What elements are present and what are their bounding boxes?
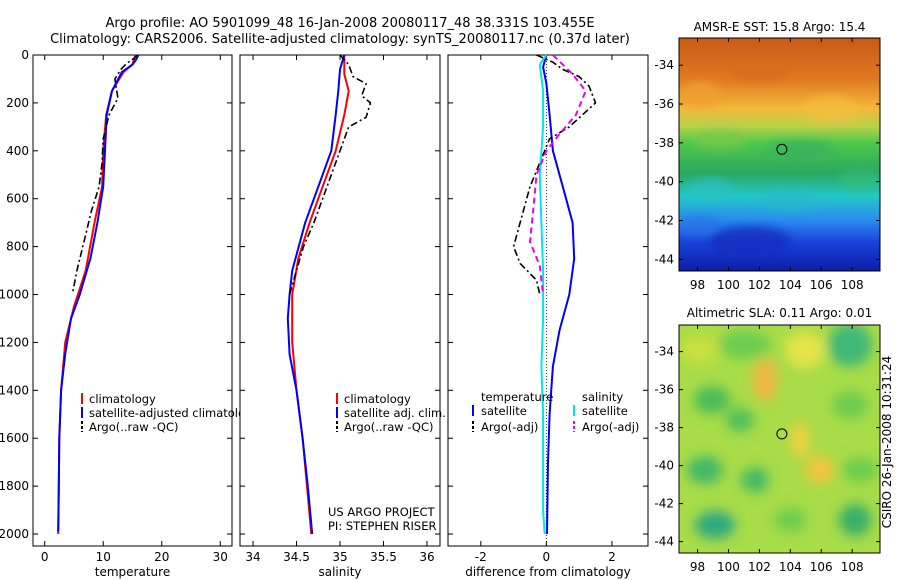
sla_map-ytick-label: -36 xyxy=(654,383,674,397)
salinity-xtick-label: 34.5 xyxy=(283,550,310,564)
sst_map-title: AMSR-E SST: 15.8 Argo: 15.4 xyxy=(694,20,866,34)
temperature-ytick-label: 1600 xyxy=(0,431,29,445)
salinity-xlabel: salinity xyxy=(318,565,361,579)
sst_map-xtick-label: 108 xyxy=(841,278,864,292)
temperature-legend-label: satellite-adjusted climatology xyxy=(89,406,259,420)
sst_map-xtick-label: 102 xyxy=(748,278,771,292)
temperature-ytick-label: 2000 xyxy=(0,527,29,541)
temperature-panel: 0 10 20 30 0 200 400 600 800 1000 1200 1400 1600 1800… xyxy=(0,48,259,579)
figure-title-line1: Argo profile: AO 5901099_48 16-Jan-2008 … xyxy=(105,16,594,31)
temperature-ytick-label: 600 xyxy=(6,192,29,206)
salinity-project-annotation: US ARGO PROJECT xyxy=(328,505,436,519)
difference-xtick-label: -2 xyxy=(475,550,487,564)
sla_map-ytick-label: -34 xyxy=(654,345,674,359)
temperature-ytick-label: 400 xyxy=(6,144,29,158)
difference-legend-label: Argo(-adj) xyxy=(582,420,639,434)
temperature-legend-label: Argo(..raw -QC) xyxy=(89,420,179,434)
sst_map-ytick-label: -42 xyxy=(654,214,674,228)
salinity-xtick-label: 35.5 xyxy=(370,550,397,564)
salinity-series-satellite-adj-clim xyxy=(286,54,346,535)
temperature-series-argo-raw-qc xyxy=(72,54,138,293)
sla_map-xtick-label: 98 xyxy=(690,560,705,574)
sla_map-xtick-label: 108 xyxy=(841,560,864,574)
difference-legend-label: satellite xyxy=(582,404,628,418)
temperature-ytick-label: 1400 xyxy=(0,383,29,397)
temperature-axes-box xyxy=(32,54,233,547)
temperature-ytick-label: 1800 xyxy=(0,479,29,493)
salinity-xtick-label: 36 xyxy=(419,550,434,564)
salinity-project-annotation: PI: STEPHEN RISER xyxy=(328,519,437,533)
sst_map-ytick-label: -44 xyxy=(654,252,674,266)
sla_map-axes: Altimetric SLA: 0.11 Argo: 0.01 98 100 102 1… xyxy=(654,306,881,574)
sla_map-ytick-label: -40 xyxy=(654,459,674,473)
difference-xtick-label: 0 xyxy=(543,550,551,564)
temperature-xtick-label: 10 xyxy=(96,550,111,564)
temperature-ytick-label: 200 xyxy=(6,96,29,110)
sla_map-xtick-label: 104 xyxy=(779,560,802,574)
difference-series-salinity-argo-adj xyxy=(529,54,587,295)
sst-heatmap-image xyxy=(679,38,880,271)
difference-series-temperature-satellite xyxy=(542,54,576,535)
salinity-legend-label: climatology xyxy=(344,392,411,406)
difference-series-salinity-satellite xyxy=(538,54,548,535)
difference-xlabel: difference from climatology xyxy=(465,565,631,579)
sla_map-xtick-label: 102 xyxy=(748,560,771,574)
difference-legend-label: Argo(-adj) xyxy=(481,420,538,434)
temperature-series-satellite-adjusted-climatology xyxy=(57,54,140,532)
temperature-xtick-label: 30 xyxy=(213,550,228,564)
sla_map-ytick-label: -38 xyxy=(654,421,674,435)
temperature-ytick-label: 0 xyxy=(21,48,29,62)
sst_map-argo-location-marker xyxy=(776,143,788,155)
difference-xtick-label: 2 xyxy=(608,550,616,564)
sst_map-ytick-label: -36 xyxy=(654,97,674,111)
salinity-legend-label: Argo(..raw -QC) xyxy=(344,420,434,434)
sla_map-xtick-label: 106 xyxy=(810,560,833,574)
sla_map-title: Altimetric SLA: 0.11 Argo: 0.01 xyxy=(687,306,872,320)
temperature-xlabel: temperature xyxy=(95,565,170,579)
salinity-panel: 34 34.5 35 35.5 36 salinity climatologysatelli… xyxy=(239,54,446,579)
salinity-legend-label: satellite adj. clim. xyxy=(344,406,446,420)
sla_map-ytick-label: -42 xyxy=(654,497,674,511)
figure-title-line2: Climatology: CARS2006. Satellite-adjuste… xyxy=(50,32,630,47)
salinity-xtick-label: 34 xyxy=(245,550,260,564)
difference-series-temperature-argo-adj xyxy=(512,54,597,295)
sst_map-axes: AMSR-E SST: 15.8 Argo: 15.4 98 100 102 104 10… xyxy=(654,20,881,292)
difference-legend-title: temperature xyxy=(481,390,553,404)
sst_map-ytick-label: -40 xyxy=(654,175,674,189)
sst_map-xtick-label: 100 xyxy=(717,278,740,292)
temperature-xtick-label: 20 xyxy=(154,550,169,564)
temperature-ytick-label: 1200 xyxy=(0,335,29,349)
sst_map-xtick-label: 106 xyxy=(810,278,833,292)
sla_map-ytick-label: -44 xyxy=(654,535,674,549)
csiro-timestamp-label: CSIRO 26-Jan-2008 10:31:24 xyxy=(880,356,894,528)
sla_map-frame xyxy=(678,324,881,554)
sst_map-xtick-label: 98 xyxy=(690,278,705,292)
temperature-ytick-label: 1000 xyxy=(0,288,29,302)
sst_map-ytick-label: -38 xyxy=(654,136,674,150)
sst_map-xtick-label: 104 xyxy=(779,278,802,292)
temperature-xtick-label: 0 xyxy=(41,550,49,564)
difference-legend-label: satellite xyxy=(481,404,527,418)
sst_map-ytick-label: -34 xyxy=(654,58,674,72)
sla_map-xtick-label: 100 xyxy=(717,560,740,574)
temperature-legend-label: climatology xyxy=(89,392,156,406)
salinity-xtick-label: 35 xyxy=(332,550,347,564)
temperature-ytick-label: 800 xyxy=(6,240,29,254)
sla_map-argo-location-marker xyxy=(776,428,788,440)
sla-heatmap-image xyxy=(679,325,880,553)
sst_map-frame xyxy=(678,37,881,272)
difference-legend-title: salinity xyxy=(582,390,623,404)
